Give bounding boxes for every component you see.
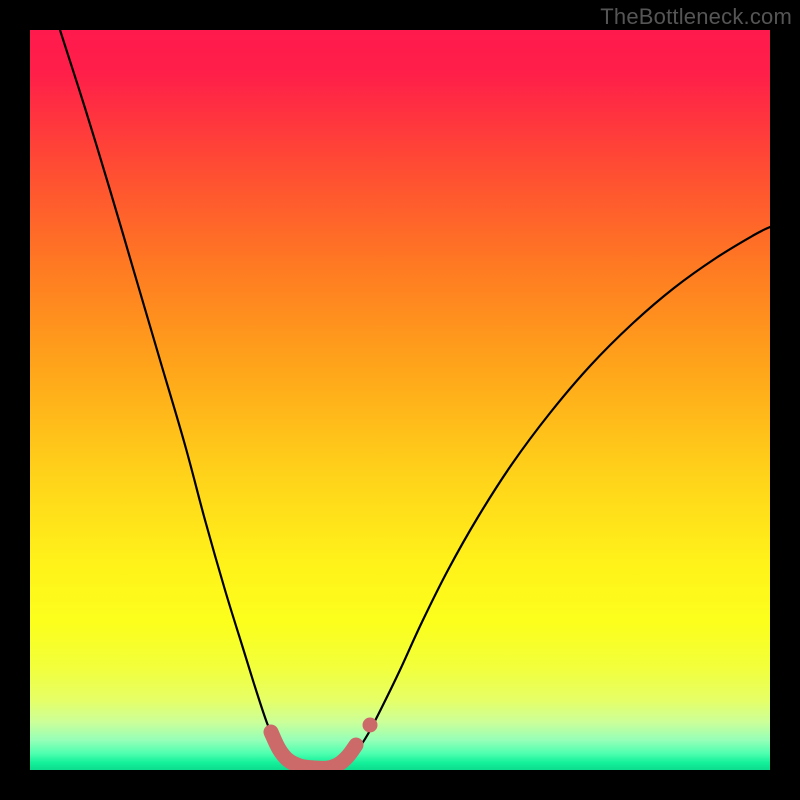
chart-canvas: TheBottleneck.com: [0, 0, 800, 800]
highlight-dot: [363, 718, 378, 733]
gradient-background: [30, 30, 770, 770]
plot-svg: [30, 30, 770, 770]
plot-area: [30, 30, 770, 770]
watermark-text: TheBottleneck.com: [600, 4, 792, 30]
